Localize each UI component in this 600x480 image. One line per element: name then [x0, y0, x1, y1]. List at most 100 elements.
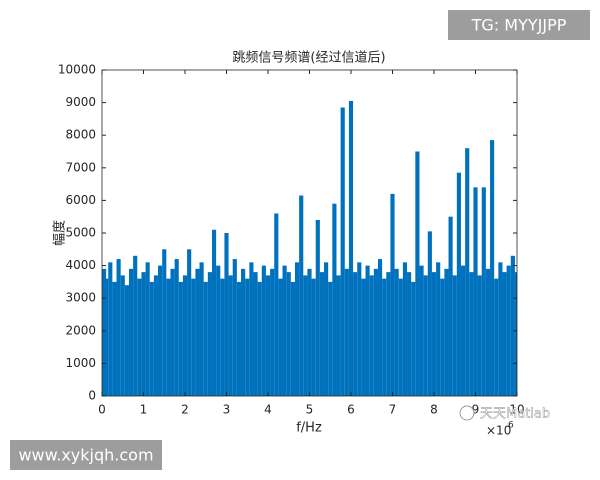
spectrum-line	[386, 272, 391, 396]
spectrum-line	[407, 272, 412, 396]
spectrum-line	[460, 265, 466, 396]
spectrum-line	[336, 275, 341, 396]
spectrum-line	[344, 268, 349, 396]
spectrum-line	[265, 275, 271, 396]
spectrum-line	[236, 281, 242, 396]
spectrum-line	[436, 262, 441, 396]
spectrum-line	[315, 219, 320, 396]
spectrum-line	[203, 281, 208, 396]
spectrum-line	[220, 278, 225, 396]
spectrum-line	[274, 213, 279, 396]
spectrum-line	[145, 262, 150, 396]
spectrum-line	[506, 265, 511, 396]
spectrum-line	[427, 231, 432, 396]
spectrum-line	[149, 281, 154, 396]
x-tick-label: 7	[389, 403, 397, 417]
spectrum-line	[261, 265, 266, 396]
y-tick-label: 1000	[65, 356, 96, 370]
y-tick-label: 9000	[65, 95, 96, 109]
y-tick-label: 7000	[65, 160, 96, 174]
y-tick-label: 10000	[58, 63, 96, 77]
spectrum-line	[382, 278, 387, 396]
spectrum-line	[328, 281, 333, 396]
spectrum-line	[187, 249, 192, 396]
spectrum-line	[257, 281, 262, 396]
spectrum-line	[324, 262, 329, 396]
spectrum-line	[162, 249, 167, 396]
spectrum-line	[353, 272, 358, 396]
watermark-box	[448, 10, 590, 40]
spectrum-line	[402, 262, 408, 396]
spectrum-line	[290, 281, 295, 396]
spectrum-line	[311, 278, 316, 396]
spectrum-line	[294, 262, 300, 396]
spectrum-line	[270, 268, 275, 396]
spectrum-line	[211, 229, 217, 396]
spectrum-line	[365, 265, 370, 396]
chart-title: 跳频信号频谱(经过信道后)	[232, 51, 385, 66]
spectrum-line	[361, 278, 366, 396]
spectrum-line	[502, 272, 507, 396]
spectrum-line	[494, 278, 499, 396]
spectrum-line	[245, 278, 250, 396]
spectrum-line	[137, 278, 142, 396]
spectrum-line	[340, 107, 345, 397]
spectrum-line	[207, 272, 212, 396]
spectrum-line	[473, 187, 478, 396]
spectrum-line	[228, 275, 233, 396]
spectrum-line	[124, 285, 129, 396]
x-tick-label: 4	[264, 403, 272, 417]
watermark-box	[10, 440, 162, 470]
spectrum-line	[166, 278, 171, 396]
spectrum-line	[158, 265, 163, 396]
y-tick-label: 0	[88, 389, 96, 403]
spectrum-line	[120, 275, 125, 396]
spectrum-line	[469, 272, 474, 396]
spectrum-line	[282, 265, 287, 396]
spectrum-line	[398, 278, 403, 396]
spectrum-line	[452, 275, 457, 396]
spectrum-line	[332, 203, 337, 396]
x-tick-label: 9	[472, 403, 480, 417]
spectrum-line	[423, 275, 428, 396]
spectrum-line	[104, 278, 109, 396]
spectrum-line	[510, 255, 515, 396]
x-tick-label: 6	[347, 403, 355, 417]
x-tick-label: 10	[509, 403, 524, 417]
y-axis-label: 幅度	[52, 220, 68, 246]
spectrum-line	[477, 275, 482, 396]
watermark: www.xykjqh.com	[18, 446, 153, 465]
spectrum-line	[216, 265, 221, 396]
spectrum-line	[153, 275, 159, 396]
spectrum-line	[456, 172, 461, 396]
spectrum-line	[411, 281, 416, 396]
spectrum-line	[116, 259, 121, 396]
spectrum-line	[415, 151, 420, 396]
spectrum-line	[377, 259, 383, 396]
y-tick-label: 8000	[65, 128, 96, 142]
spectrum-line	[307, 268, 312, 396]
x-tick-label: 1	[140, 403, 148, 417]
spectrum-line	[224, 233, 229, 396]
spectrum-line	[191, 278, 196, 396]
x-tick-label: 8	[430, 403, 438, 417]
spectrum-line	[174, 259, 179, 396]
spectrum-line	[465, 148, 470, 396]
spectrum-line	[303, 275, 308, 396]
spectrum-line	[182, 275, 188, 396]
y-tick-label: 4000	[65, 258, 96, 272]
spectrum-line	[286, 272, 291, 396]
spectrum-line	[444, 268, 449, 396]
x-tick-label: 3	[223, 403, 231, 417]
spectrum-line	[369, 275, 374, 396]
plot-area: 0100020003000400050006000700080009000100…	[58, 63, 525, 417]
spectrum-line	[357, 262, 362, 396]
y-tick-label: 5000	[65, 226, 96, 240]
spectrum-line	[448, 216, 453, 396]
wechat-icon	[459, 405, 475, 421]
spectrum-line	[241, 268, 246, 396]
spectrum-line	[128, 268, 134, 396]
spectrum-line	[112, 281, 117, 396]
spectrum-line	[514, 272, 517, 396]
x-multiplier-exponent: 6	[508, 421, 514, 431]
